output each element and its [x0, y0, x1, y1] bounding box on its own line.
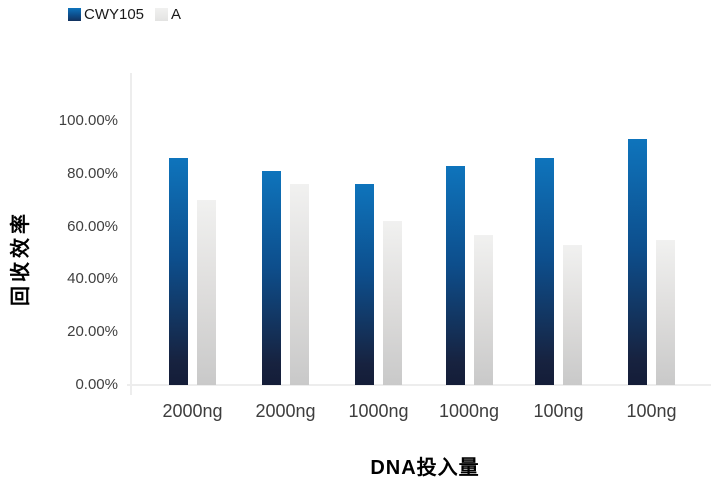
x-tick-label: 1000ng [438, 401, 500, 421]
bar-cwy105 [169, 157, 188, 385]
legend-label-a: A [171, 6, 182, 23]
y-tick-label: 20.00% [67, 323, 118, 341]
legend-swatch-blue-icon [68, 8, 81, 21]
bar-a [473, 234, 493, 385]
bar-group [262, 73, 309, 385]
bar-group [355, 73, 402, 385]
x-tick-label: 100ng [626, 401, 677, 421]
bar-cwy105 [262, 171, 281, 385]
bar-cwy105 [628, 139, 647, 385]
x-tick-label: 1000ng [348, 401, 409, 421]
bar-group [628, 73, 675, 385]
bar-group [535, 73, 582, 385]
chart-legend: CWY105 A [68, 6, 181, 23]
y-tick-label: 0.00% [75, 376, 118, 393]
bar-a [290, 184, 309, 385]
legend-item-cwy105: CWY105 [68, 6, 144, 23]
bar-a [563, 245, 582, 385]
legend-item-a: A [155, 6, 181, 23]
bar-a [197, 200, 216, 385]
bar-group [445, 73, 493, 385]
legend-label-cwy105: CWY105 [84, 6, 145, 23]
bar-cwy105 [355, 184, 374, 385]
y-tick-label: 60.00% [67, 217, 118, 235]
x-tick-label: 2000ng [162, 401, 223, 421]
x-axis-line [127, 384, 711, 386]
x-tick-label: 100ng [533, 401, 584, 421]
x-axis-title: DNA投入量 [370, 457, 480, 479]
y-tick-label: 100.00% [58, 112, 118, 129]
bar-cwy105 [445, 165, 465, 385]
y-axis-line [130, 73, 132, 395]
bar-group [169, 73, 216, 385]
x-tick-label: 2000ng [255, 401, 316, 421]
legend-swatch-gray-icon [155, 8, 169, 21]
plot-area [132, 73, 709, 385]
y-tick-label: 80.00% [67, 164, 118, 182]
y-tick-label: 40.00% [67, 270, 118, 288]
bar-cwy105 [535, 157, 554, 385]
bar-a [656, 239, 675, 385]
y-axis-title: 回收效率 [10, 210, 32, 306]
bar-a [383, 221, 402, 385]
